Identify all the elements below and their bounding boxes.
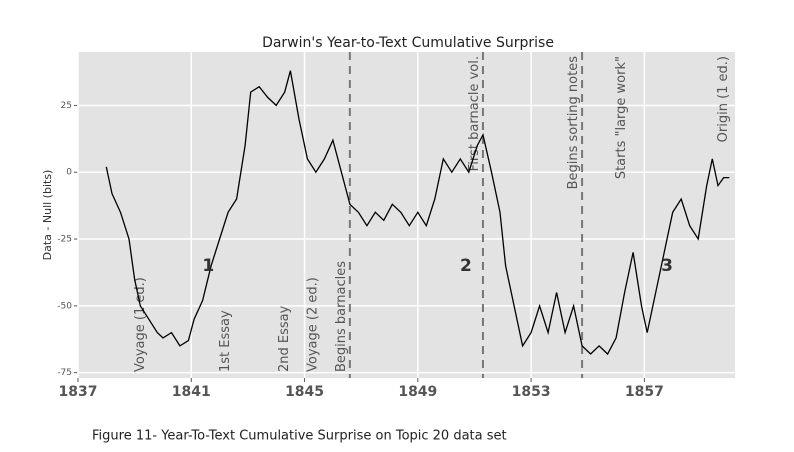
event-label: Voyage (1 ed.) — [133, 277, 148, 372]
chart-title: Darwin's Year-to-Text Cumulative Surpris… — [262, 35, 554, 51]
event-label: 1st Essay — [218, 310, 233, 372]
phase-label: 2 — [460, 256, 472, 276]
y-tick-label: -75 — [57, 368, 72, 378]
event-label: Begins sorting notes — [566, 56, 581, 190]
x-tick-label: 1845 — [285, 384, 324, 400]
y-tick-label: -50 — [57, 301, 72, 311]
plot-background — [78, 52, 735, 378]
caption: Figure 11- Year-To-Text Cumulative Surpr… — [92, 429, 507, 444]
x-tick-label: 1853 — [512, 384, 551, 400]
y-axis-label: Data - Null (bits) — [41, 170, 54, 261]
x-tick-label: 1841 — [172, 384, 211, 400]
x-tick-label: 1849 — [398, 384, 437, 400]
phase-label: 1 — [202, 256, 214, 276]
event-label: 2nd Essay — [277, 305, 292, 372]
event-label: Starts "large work" — [614, 56, 629, 179]
event-label: Origin (1 ed.) — [716, 56, 731, 142]
x-tick-label: 1837 — [59, 384, 98, 400]
phase-label: 3 — [661, 256, 673, 276]
y-tick-label: 25 — [61, 101, 72, 111]
event-label: Begins barnacles — [334, 261, 349, 372]
event-label: Voyage (2 ed.) — [306, 277, 321, 372]
y-tick-label: -25 — [57, 235, 72, 245]
x-tick-label: 1857 — [625, 384, 664, 400]
data-line — [105, 70, 730, 356]
y-tick-label: 0 — [66, 168, 72, 178]
